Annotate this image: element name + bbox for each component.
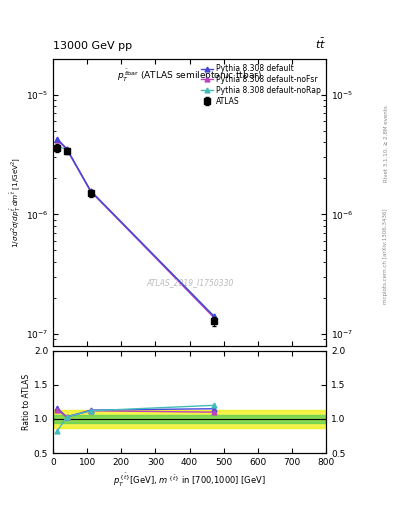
Text: mcplots.cern.ch [arXiv:1306.3436]: mcplots.cern.ch [arXiv:1306.3436]: [384, 208, 388, 304]
Pythia 8.308 default-noRap: [88, 188, 93, 195]
Pythia 8.308 default: [88, 187, 93, 194]
Pythia 8.308 default-noFsr: [55, 137, 59, 143]
X-axis label: $p_T^{\,\{\bar{t}\}}$[GeV], $m^{\,\{\bar{t}\}}$ in [700,1000] [GeV]: $p_T^{\,\{\bar{t}\}}$[GeV], $m^{\,\{\bar…: [113, 471, 266, 488]
Pythia 8.308 default: [211, 313, 216, 319]
Pythia 8.308 default-noRap: [211, 313, 216, 319]
Line: Pythia 8.308 default-noRap: Pythia 8.308 default-noRap: [55, 144, 216, 318]
Bar: [53, 411, 326, 428]
Legend: Pythia 8.308 default, Pythia 8.308 default-noFsr, Pythia 8.308 default-noRap, AT: Pythia 8.308 default, Pythia 8.308 defau…: [199, 62, 322, 108]
Pythia 8.308 default: [55, 136, 59, 142]
Pythia 8.308 default-noRap: [55, 143, 59, 150]
Line: Pythia 8.308 default: Pythia 8.308 default: [55, 136, 216, 318]
Y-axis label: Ratio to ATLAS: Ratio to ATLAS: [22, 374, 31, 430]
Line: Pythia 8.308 default-noFsr: Pythia 8.308 default-noFsr: [55, 138, 216, 319]
Bar: [53, 415, 326, 423]
Text: Rivet 3.1.10, ≥ 2.8M events: Rivet 3.1.10, ≥ 2.8M events: [384, 105, 388, 182]
Pythia 8.308 default-noFsr: [211, 314, 216, 321]
Text: $t\bar{t}$: $t\bar{t}$: [315, 37, 326, 51]
Text: 13000 GeV pp: 13000 GeV pp: [53, 41, 132, 51]
Pythia 8.308 default: [64, 145, 69, 152]
Pythia 8.308 default-noFsr: [88, 188, 93, 195]
Text: $p_T^{\,\bar{t}\mathrm{bar}}$ (ATLAS semileptonic ttbar): $p_T^{\,\bar{t}\mathrm{bar}}$ (ATLAS sem…: [117, 68, 262, 84]
Y-axis label: $1/\sigma\,d^2\!\sigma/d\,p_T^{\bar{t}}\,dm^{\bar{t}}\ [1/\mathrm{GeV}^2]$: $1/\sigma\,d^2\!\sigma/d\,p_T^{\bar{t}}\…: [9, 157, 23, 248]
Pythia 8.308 default-noFsr: [64, 146, 69, 152]
Text: ATLAS_2019_I1750330: ATLAS_2019_I1750330: [146, 278, 233, 287]
Pythia 8.308 default-noRap: [64, 146, 69, 152]
